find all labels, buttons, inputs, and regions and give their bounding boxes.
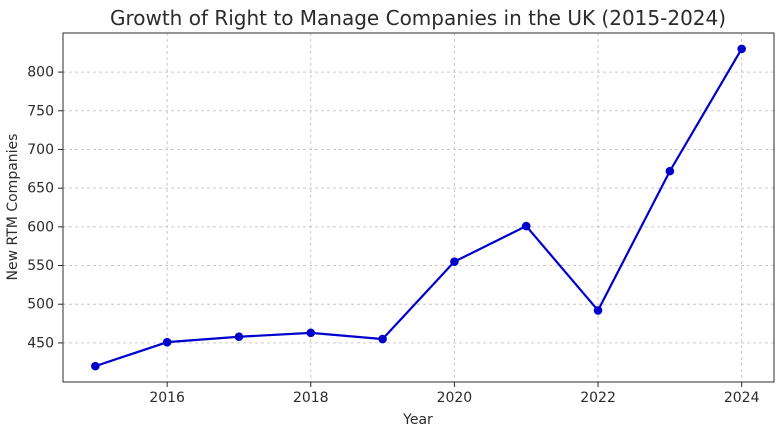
data-point (665, 166, 675, 176)
gridlines (63, 33, 774, 382)
data-point (737, 44, 746, 54)
series-line (94, 48, 743, 368)
data-point (521, 221, 531, 231)
y-tick-label: 450 (27, 335, 54, 351)
y-tick-label: 500 (27, 297, 54, 313)
y-axis-label: New RTM Companies (5, 134, 21, 281)
data-point (162, 337, 172, 347)
y-tick-label: 600 (27, 219, 54, 235)
x-tick-label: 2018 (293, 390, 329, 406)
data-point (234, 332, 244, 342)
data-point (450, 257, 459, 266)
x-tick-label: 2024 (724, 390, 760, 406)
data-series (91, 44, 746, 371)
x-tick-label: 2016 (149, 390, 185, 406)
x-tick-label: 2020 (437, 390, 473, 406)
data-point (378, 334, 387, 344)
x-axis-label: Year (402, 412, 433, 428)
chart-title: Growth of Right to Manage Companies in t… (110, 6, 726, 30)
axis-ticks: 450 500 550 600 650 700 750 800 2016 2018 2020 2022… (27, 65, 759, 406)
data-point (306, 328, 316, 338)
y-tick-label: 700 (27, 142, 54, 158)
plot-border (62, 32, 775, 383)
data-point (91, 361, 100, 371)
y-tick-label: 800 (27, 65, 54, 81)
x-tick-label: 2022 (580, 390, 616, 406)
y-tick-label: 550 (27, 258, 54, 274)
y-tick-label: 650 (27, 181, 54, 197)
data-point (593, 306, 603, 315)
y-tick-label: 750 (27, 103, 54, 119)
